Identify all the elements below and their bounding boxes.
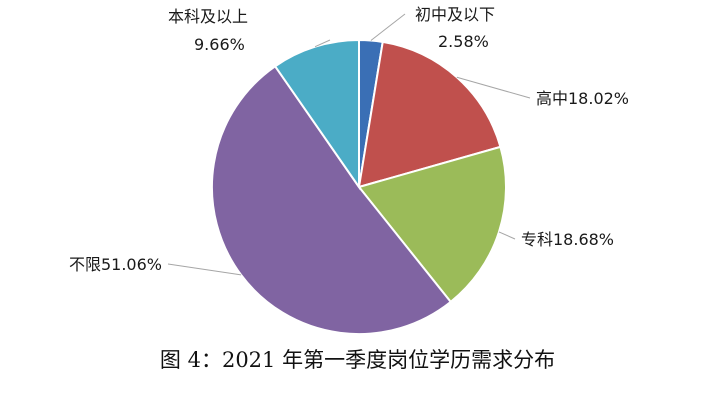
slice-value-label: 9.66% bbox=[194, 35, 245, 54]
slice-value-label: 2.58% bbox=[438, 32, 489, 51]
leader-lines bbox=[167, 13, 531, 276]
leader-line-3 bbox=[498, 231, 516, 240]
figure-caption: 图 4：2021 年第一季度岗位学历需求分布 bbox=[159, 348, 556, 372]
slice-label: 高中18.02% bbox=[536, 89, 629, 108]
slice-name-label: 本科及以上 bbox=[168, 7, 248, 26]
leader-line-1 bbox=[370, 13, 406, 41]
pie-slices bbox=[210, 38, 507, 336]
leader-line-2 bbox=[456, 76, 531, 99]
slice-labels: 初中及以下 2.58% 高中18.02% 专科18.68% 不限51.06% 本科及以上 9… bbox=[69, 5, 629, 274]
pie-chart: 初中及以下 2.58% 高中18.02% 专科18.68% 不限51.06% 本科及以上 9… bbox=[69, 5, 629, 336]
pie-slice-2 bbox=[357, 40, 502, 189]
slice-label: 不限51.06% bbox=[69, 255, 162, 274]
leader-line-4 bbox=[167, 263, 242, 276]
pie-slice-5 bbox=[273, 38, 360, 191]
slice-label: 专科18.68% bbox=[521, 230, 614, 249]
pie-slice-4 bbox=[210, 64, 453, 336]
slice-name-label: 初中及以下 bbox=[415, 5, 495, 24]
leader-line-5 bbox=[314, 39, 331, 48]
pie-slice-3 bbox=[357, 145, 507, 304]
